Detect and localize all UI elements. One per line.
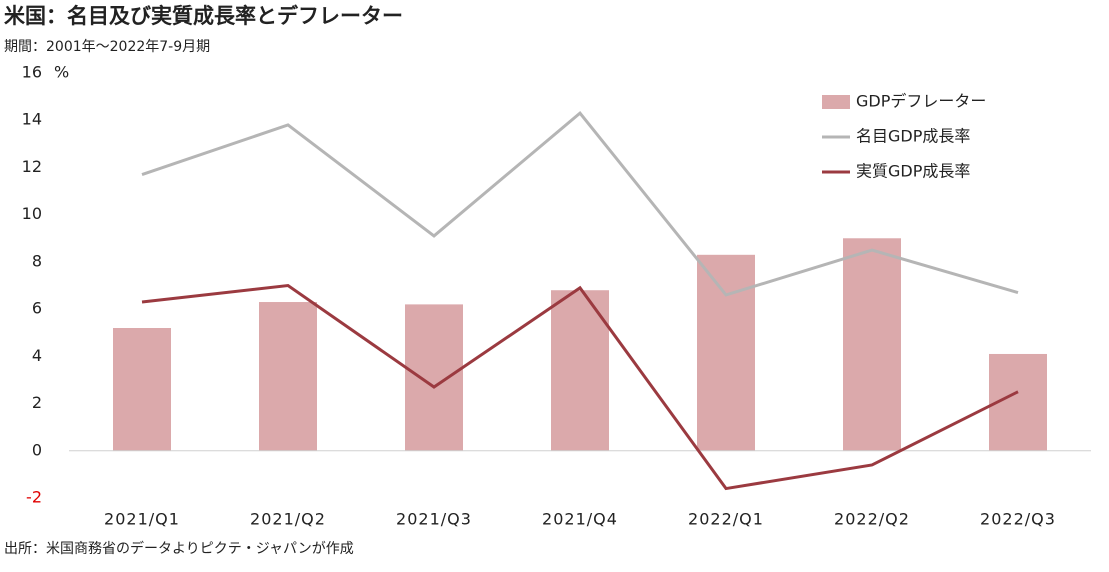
x-tick-label: 2022/Q2 <box>834 510 910 529</box>
legend-label: 実質GDP成長率 <box>856 162 970 181</box>
y-tick-label: 4 <box>32 346 42 365</box>
y-tick-label: 0 <box>32 440 42 459</box>
x-tick-label: 2022/Q3 <box>980 510 1056 529</box>
x-tick-label: 2021/Q4 <box>542 510 618 529</box>
x-tick-label: 2021/Q1 <box>104 510 180 529</box>
chart-subtitle: 期間：2001年～2022年7-9月期 <box>4 39 210 55</box>
x-tick-label: 2021/Q3 <box>396 510 472 529</box>
line-series <box>141 283 1019 491</box>
y-tick-label: 12 <box>22 157 42 176</box>
x-tick-label: 2022/Q1 <box>688 510 764 529</box>
legend-label: GDPデフレーター <box>856 92 986 111</box>
bar <box>113 328 171 451</box>
y-tick-label: 2 <box>32 393 42 412</box>
legend-swatch <box>822 95 850 109</box>
y-unit: % <box>54 63 69 82</box>
bar <box>405 304 463 451</box>
source-note: 出所：米国商務省のデータよりピクテ・ジャパンが作成 <box>4 540 354 557</box>
bar <box>697 254 755 451</box>
y-tick-label: 10 <box>22 204 42 223</box>
y-tick-label: 6 <box>32 299 42 318</box>
legend-label: 名目GDP成長率 <box>856 127 970 146</box>
y-tick-label: 14 <box>22 110 42 129</box>
line-series <box>141 111 1019 297</box>
y-tick-label: -2 <box>26 488 42 507</box>
chart-title: 米国：名目及び実質成長率とデフレーター <box>4 4 403 28</box>
bar <box>259 302 317 451</box>
bar <box>843 238 901 451</box>
y-tick-label: 8 <box>32 251 42 270</box>
x-tick-label: 2021/Q2 <box>250 510 326 529</box>
y-tick-label: 16 <box>22 63 42 82</box>
